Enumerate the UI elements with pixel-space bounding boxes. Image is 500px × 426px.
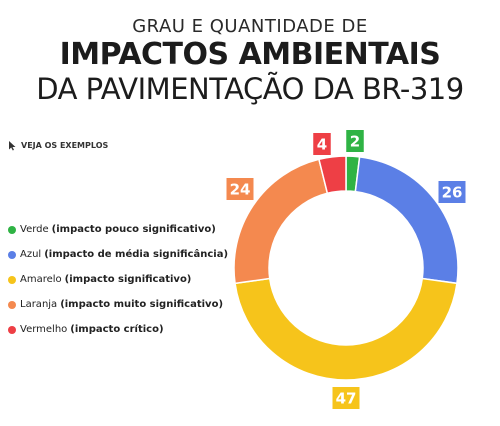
data-label-verde: 2: [350, 133, 360, 151]
title-line-3: DA PAVIMENTAÇÃO DA BR-319: [36, 72, 464, 106]
donut-slice-vermelho: [318, 155, 347, 195]
legend-swatch-laranja: [8, 300, 16, 309]
legend-label-verde: Verde: [20, 224, 49, 235]
legend-swatch-amarelo: [8, 275, 16, 284]
data-label-bg-azul: [438, 181, 466, 203]
legend-label-azul: Azul: [20, 249, 42, 260]
data-label-azul: 26: [442, 184, 463, 202]
data-label-amarelo: 47: [336, 390, 357, 408]
data-label-bg-vermelho: [313, 133, 331, 155]
cursor-arrow-icon: [9, 141, 16, 151]
legend-item-amarelo: Amarelo (impacto significativo): [8, 267, 228, 292]
legend-swatch-verde: [8, 225, 16, 234]
data-label-bg-verde: [346, 130, 364, 152]
donut-slice-amarelo: [234, 277, 458, 381]
chart-legend: Verde (impacto pouco significativo) Azul…: [8, 217, 228, 342]
title-line-2: IMPACTOS AMBIENTAIS: [59, 37, 441, 72]
data-label-bg-laranja: [226, 178, 254, 200]
legend-item-laranja: Laranja (impacto muito significativo): [8, 292, 228, 317]
data-label-laranja: 24: [230, 181, 251, 199]
legend-item-verde: Verde (impacto pouco significativo): [8, 217, 228, 242]
examples-link[interactable]: VEJA OS EXEMPLOS: [8, 140, 108, 151]
legend-label-laranja: Laranja: [20, 299, 58, 310]
legend-item-vermelho: Vermelho (impacto crítico): [8, 317, 228, 342]
legend-swatch-azul: [8, 250, 16, 259]
legend-label-amarelo: Amarelo: [20, 274, 62, 285]
legend-desc-amarelo: (impacto significativo): [64, 274, 192, 285]
donut-slice-laranja: [233, 158, 329, 285]
legend-desc-azul: (impacto de média significância): [44, 249, 229, 260]
examples-link-label: VEJA OS EXEMPLOS: [21, 141, 109, 150]
legend-desc-vermelho: (impacto crítico): [70, 324, 164, 335]
title-line-1: GRAU E QUANTIDADE DE: [132, 16, 368, 37]
legend-desc-verde: (impacto pouco significativo): [51, 224, 216, 235]
data-label-vermelho: 4: [317, 136, 327, 154]
donut-slice-azul: [354, 155, 459, 285]
legend-item-azul: Azul (impacto de média significância): [8, 242, 228, 267]
legend-label-vermelho: Vermelho: [20, 324, 68, 335]
legend-swatch-vermelho: [8, 325, 16, 334]
data-label-bg-amarelo: [332, 387, 360, 409]
legend-desc-laranja: (impacto muito significativo): [60, 299, 224, 310]
